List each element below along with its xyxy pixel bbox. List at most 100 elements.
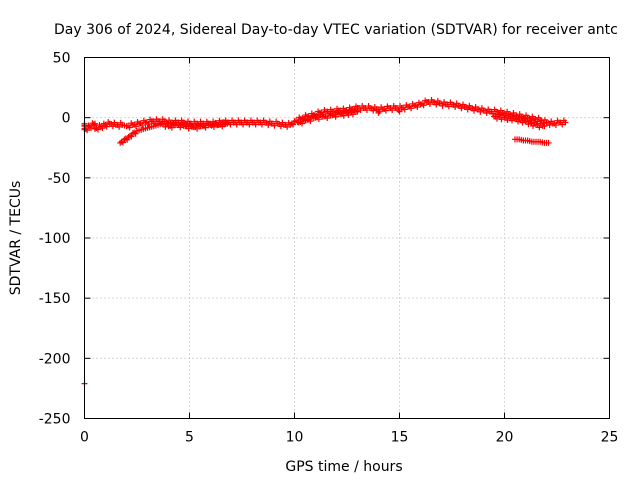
- data-point-fill: [124, 136, 131, 143]
- data-point: [375, 109, 382, 116]
- data-point-fill: [271, 122, 278, 129]
- data-point-fill: [559, 121, 566, 128]
- data-point: [541, 123, 548, 130]
- data-point-fill: [414, 104, 421, 111]
- data-point-fill: [202, 124, 209, 131]
- x-tick-label: 20: [496, 430, 514, 446]
- data-point-fill: [483, 110, 490, 117]
- y-tick-label: -200: [39, 351, 71, 367]
- data-point-fill: [458, 105, 465, 112]
- data-point-fill: [246, 121, 253, 128]
- data-point-fill: [496, 111, 503, 118]
- data-point-fill: [363, 107, 370, 114]
- data-point-fill: [515, 118, 521, 125]
- series-sdtvar-lower-branch: [117, 107, 548, 146]
- data-point-fill: [258, 121, 265, 128]
- data-point-fill: [452, 104, 459, 111]
- x-tick-label: 0: [80, 430, 89, 446]
- data-point-fill: [94, 126, 101, 133]
- data-point-fill: [345, 111, 352, 118]
- data-point-fill: [477, 108, 484, 115]
- series-sdtvar-offset-segment: [512, 136, 552, 146]
- data-point-fill: [84, 127, 91, 134]
- data-point-fill: [139, 122, 146, 129]
- data-point-fill: [420, 102, 427, 109]
- y-tick-label: -100: [39, 231, 71, 247]
- data-point-fill: [408, 105, 415, 112]
- data-point-fill: [126, 124, 133, 131]
- data-point-fill: [546, 122, 553, 129]
- data-point-fill: [265, 122, 272, 129]
- data-point-fill: [210, 123, 217, 130]
- data-point-fill: [128, 133, 135, 140]
- data-point-fill: [284, 123, 291, 130]
- data-points: [81, 97, 569, 387]
- data-point-fill: [168, 124, 175, 131]
- data-point-fill: [82, 125, 89, 132]
- ticks: [84, 57, 610, 419]
- data-point-fill: [439, 102, 446, 109]
- data-point-fill: [233, 121, 240, 128]
- data-point-fill: [277, 123, 284, 130]
- data-point-fill: [120, 139, 126, 146]
- data-point-fill: [185, 125, 192, 132]
- data-point-fill: [240, 121, 247, 128]
- data-point-fill: [145, 120, 152, 127]
- data-point: [545, 139, 552, 146]
- y-axis-label: SDTVAR / TECUs: [8, 181, 24, 296]
- data-point-fill: [132, 123, 139, 130]
- data-point-fill: [307, 118, 314, 125]
- data-point-fill: [552, 122, 559, 129]
- data-point-fill: [445, 103, 452, 110]
- y-tick-label: -250: [39, 412, 71, 428]
- data-point-fill: [370, 107, 377, 114]
- data-point-fill: [116, 123, 123, 130]
- data-point: [396, 108, 403, 115]
- data-point-fill: [471, 107, 478, 114]
- data-point-fill: [86, 123, 93, 130]
- data-point-fill: [426, 101, 433, 108]
- data-point-fill: [389, 107, 396, 114]
- x-tick-label: 5: [185, 430, 194, 446]
- chart-title: Day 306 of 2024, Sidereal Day-to-day VTE…: [54, 22, 618, 38]
- data-point-fill: [525, 121, 532, 128]
- x-tick-label: 10: [286, 430, 304, 446]
- data-point: [354, 108, 361, 115]
- data-point-fill: [299, 120, 306, 127]
- data-point-fill: [530, 122, 536, 129]
- data-point-fill: [357, 107, 364, 114]
- x-tick-label: 15: [391, 430, 409, 446]
- data-point-fill: [464, 106, 471, 113]
- y-tick-label: 0: [62, 111, 71, 127]
- data-point-fill: [90, 121, 97, 128]
- data-point: [224, 120, 231, 127]
- data-point-fill: [536, 124, 543, 131]
- data-point-fill: [194, 125, 201, 132]
- data-point-fill: [382, 107, 389, 114]
- data-point-fill: [332, 113, 339, 120]
- y-tick-label: -50: [48, 171, 71, 187]
- data-point: [562, 119, 569, 126]
- x-tick-labels: 0 5 10 15 20 25: [80, 430, 618, 446]
- data-point-fill: [109, 123, 116, 130]
- y-tick-label: -150: [39, 291, 71, 307]
- data-point-fill: [290, 121, 297, 128]
- data-point-fill: [349, 111, 356, 118]
- data-point-fill: [103, 123, 110, 130]
- data-point-fill: [401, 106, 408, 113]
- data-point-fill: [177, 124, 184, 131]
- data-point-fill: [324, 114, 331, 121]
- y-tick-label: 50: [53, 51, 71, 67]
- data-point-fill: [99, 125, 106, 132]
- data-point-fill: [219, 123, 226, 130]
- x-axis-label: GPS time / hours: [285, 459, 402, 475]
- data-point-fill: [162, 123, 169, 130]
- data-point-fill: [252, 121, 259, 128]
- y-tick-labels: 50 0 -50 -100 -150 -200 -250: [39, 51, 71, 428]
- data-point-fill: [340, 112, 347, 119]
- data-point-fill: [132, 130, 139, 137]
- data-point-fill: [433, 101, 440, 108]
- data-point-fill: [519, 119, 526, 126]
- data-point-fill: [315, 116, 322, 123]
